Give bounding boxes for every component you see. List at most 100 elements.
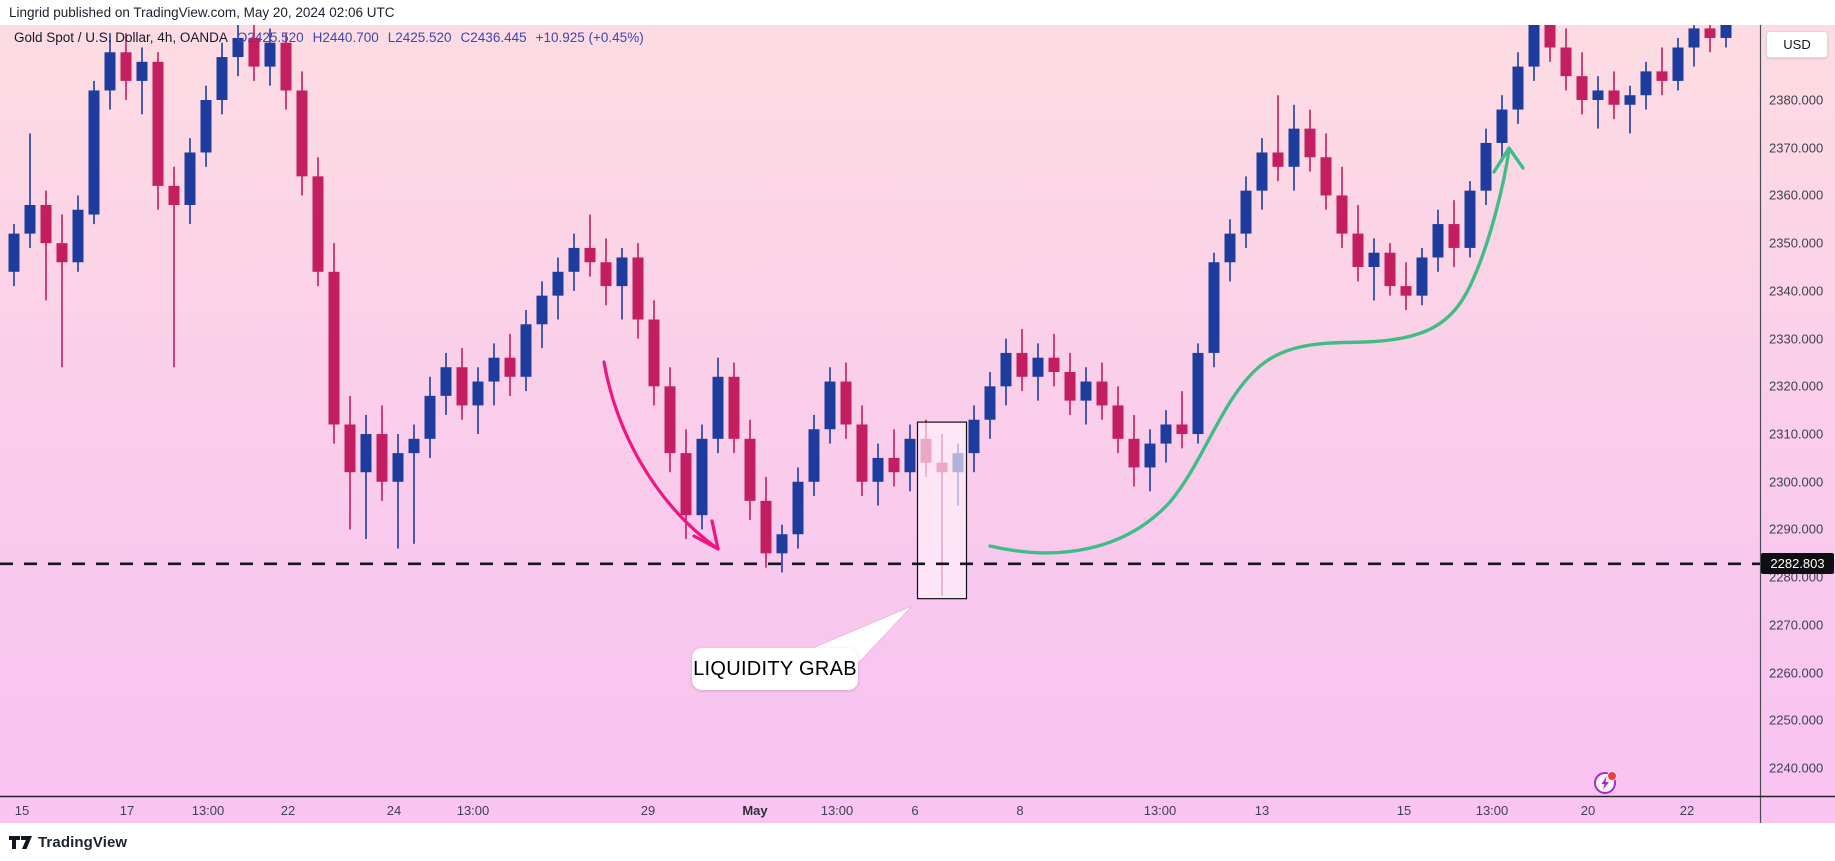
candle	[1576, 76, 1588, 100]
tradingview-brand-text[interactable]: TradingView	[38, 833, 128, 851]
price-level-badge: 2282.803	[1761, 553, 1834, 575]
candle	[1416, 257, 1428, 296]
candle	[728, 376, 740, 439]
candle	[152, 61, 164, 186]
candle	[1704, 28, 1716, 38]
candle	[280, 42, 292, 91]
candle	[1400, 286, 1412, 296]
candle	[584, 247, 596, 263]
time-tick-label: 15	[14, 803, 30, 818]
candle	[536, 295, 548, 325]
time-tick-label: 13:00	[1475, 803, 1509, 818]
candle	[1464, 190, 1476, 248]
candle	[744, 438, 756, 501]
candle	[376, 434, 388, 482]
liquidity-grab-box[interactable]	[916, 421, 968, 600]
candle	[856, 424, 868, 482]
candle	[424, 395, 436, 439]
candle	[120, 52, 132, 81]
candle	[520, 324, 532, 377]
candle	[488, 357, 500, 382]
time-tick-label: May	[742, 803, 768, 818]
candle	[1144, 443, 1156, 468]
candle	[1304, 128, 1316, 158]
lightning-icon[interactable]	[1594, 771, 1617, 794]
price-tick-label: 2260.000	[1769, 665, 1824, 681]
candle	[1448, 224, 1460, 248]
candle	[440, 367, 452, 396]
price-tick-label: 2290.000	[1769, 521, 1824, 537]
status-red-dot	[1607, 771, 1617, 781]
liquidity-grab-callout[interactable]: LIQUIDITY GRAB	[692, 648, 858, 690]
candle	[216, 57, 228, 100]
time-tick-label: 13	[1254, 803, 1270, 818]
legend-low-value: L2425.520	[387, 30, 452, 45]
candle	[360, 434, 372, 473]
candle	[1016, 352, 1028, 377]
candle	[504, 357, 516, 377]
candle	[456, 367, 468, 406]
candle	[1432, 224, 1444, 258]
currency-badge[interactable]: USD	[1766, 31, 1828, 58]
candle	[840, 381, 852, 425]
candle	[1560, 47, 1572, 77]
attribution-bar: Lingrid published on TradingView.com, Ma…	[0, 0, 1835, 25]
candle	[776, 534, 788, 554]
candle	[888, 457, 900, 473]
lightning-bolt-glyph	[1601, 776, 1609, 790]
pink-down-arrow[interactable]	[602, 360, 720, 551]
candle	[1192, 352, 1204, 435]
legend-high-value: H2440.700	[312, 30, 379, 45]
candle	[200, 100, 212, 153]
price-tick-label: 2250.000	[1769, 712, 1824, 728]
footer-bar: TradingView	[0, 823, 1835, 861]
candle	[1528, 25, 1540, 67]
time-tick-label: 22	[1679, 803, 1695, 818]
time-tick-label: 20	[1580, 803, 1596, 818]
candle	[1112, 405, 1124, 439]
candle	[472, 381, 484, 406]
symbol-legend[interactable]: Gold Spot / U.S. Dollar, 4h, OANDA O2425…	[14, 30, 644, 45]
candle	[136, 61, 148, 81]
price-tick-label: 2320.000	[1769, 378, 1824, 394]
candle	[600, 262, 612, 287]
time-tick-label: 24	[386, 803, 402, 818]
candle	[1720, 25, 1732, 38]
candle	[312, 176, 324, 272]
candle	[1208, 262, 1220, 353]
candle	[792, 481, 804, 535]
candle	[1608, 90, 1620, 105]
price-tick-label: 2360.000	[1769, 187, 1824, 203]
candle	[1688, 28, 1700, 48]
candle	[1272, 152, 1284, 167]
time-tick-label: 13:00	[456, 803, 490, 818]
green-up-arrow[interactable]	[988, 146, 1525, 555]
attribution-text: Lingrid published on TradingView.com, Ma…	[9, 5, 395, 20]
candle	[1128, 438, 1140, 468]
axes-frame	[0, 25, 1835, 823]
candle	[344, 424, 356, 473]
candle	[408, 438, 420, 454]
time-tick-label: 13:00	[820, 803, 854, 818]
candle	[1544, 25, 1556, 48]
candle	[616, 257, 628, 287]
time-tick-label: 17	[119, 803, 135, 818]
candle	[1640, 71, 1652, 96]
time-tick-label: 8	[1016, 803, 1024, 818]
legend-symbol-title[interactable]: Gold Spot / U.S. Dollar, 4h, OANDA	[14, 30, 228, 45]
price-tick-label: 2340.000	[1769, 283, 1824, 299]
tradingview-logo-icon[interactable]	[9, 834, 32, 850]
candle	[1240, 190, 1252, 234]
candle	[248, 37, 260, 67]
time-tick-label: 6	[911, 803, 919, 818]
candle	[1512, 66, 1524, 110]
candle	[680, 453, 692, 516]
candle	[1176, 424, 1188, 435]
candle	[984, 386, 996, 420]
legend-open-value: O2425.520	[236, 30, 304, 45]
liquidity-grab-label: LIQUIDITY GRAB	[693, 657, 857, 680]
candlestick-series[interactable]	[8, 0, 1748, 597]
candle	[1096, 381, 1108, 406]
